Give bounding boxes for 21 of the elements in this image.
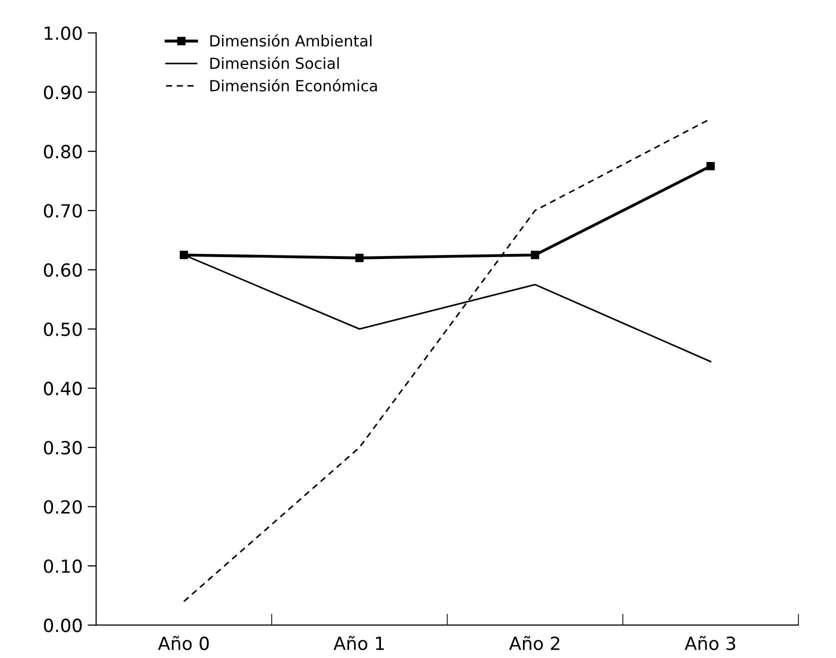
y-tick-label: 0.60: [44, 263, 82, 277]
y-tick-label: 0.10: [44, 559, 82, 573]
y-tick-label: 0.90: [44, 86, 82, 100]
y-tick-label: 0.40: [44, 382, 82, 396]
y-tick-label: 0.00: [44, 618, 82, 632]
legend-label: Dimensión Ambiental: [210, 34, 372, 47]
x-tick-label: Año 0: [158, 636, 209, 650]
point: [355, 254, 364, 262]
y-tick-label: 0.20: [44, 500, 82, 514]
legend-label: Dimensión Económica: [210, 79, 377, 92]
point: [706, 162, 715, 170]
point: [530, 250, 540, 260]
y-tick-label: 0.30: [44, 440, 82, 455]
y-tick-label: 0.80: [44, 144, 82, 158]
y-tick-label: 0.50: [44, 322, 82, 336]
x-tick-label: Año 3: [684, 636, 736, 650]
x-tick-label: Año 1: [334, 636, 384, 650]
y-tick-label: 1.00: [44, 26, 82, 40]
legend-label: Dimensión Social: [210, 56, 339, 70]
x-tick-label: Año 2: [509, 636, 560, 650]
y-tick-label: 0.70: [44, 204, 82, 218]
